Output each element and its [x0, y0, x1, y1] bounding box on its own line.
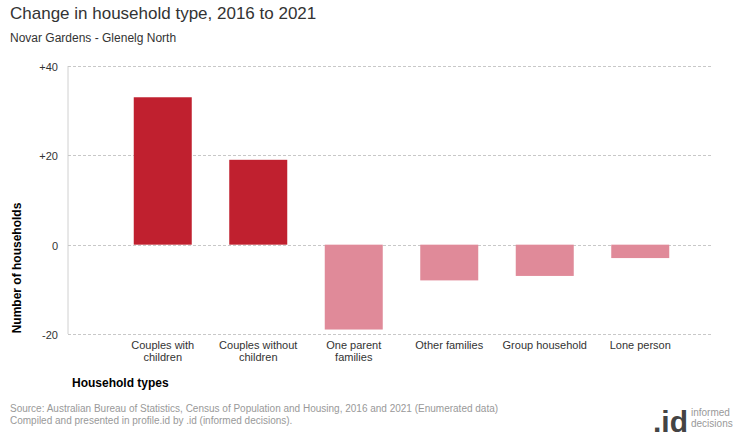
x-tick-label-line: Couples without — [219, 339, 297, 351]
x-axis-title: Household types — [72, 376, 169, 390]
bar — [134, 97, 192, 244]
chart: Change in household type, 2016 to 2021 No… — [0, 0, 740, 440]
x-tick-label: One parentfamilies — [326, 339, 381, 363]
source: Compiled and presented in profile.id by … — [10, 415, 292, 426]
x-tick-label-line: children — [143, 351, 182, 363]
logo-text: informeddecisions — [691, 407, 733, 429]
x-tick-label-line: Couples with — [131, 339, 194, 351]
bar — [420, 245, 478, 281]
x-tick-label: Group household — [503, 339, 587, 351]
y-tick-label: -20 — [42, 329, 58, 341]
logo-text-line: informed — [691, 407, 730, 418]
x-tick-label-line: One parent — [326, 339, 381, 351]
x-tick-label-line: Group household — [503, 339, 587, 351]
y-tick-label: +20 — [39, 150, 58, 162]
x-tick-label-line: Other families — [415, 339, 483, 351]
y-tick-label: 0 — [52, 240, 58, 252]
y-axis-line — [68, 66, 69, 334]
y-axis-title: Number of households — [10, 202, 24, 333]
x-tick-label: Couples withoutchildren — [219, 339, 297, 363]
logo-text-line: decisions — [691, 418, 733, 429]
x-tick-label: Couples withchildren — [131, 339, 194, 363]
bars — [134, 97, 670, 329]
bar — [325, 245, 383, 330]
x-tick-label-line: Lone person — [610, 339, 671, 351]
bar — [516, 245, 574, 276]
grid-line — [68, 334, 712, 335]
title: Change in household type, 2016 to 2021 — [10, 4, 316, 23]
x-tick-label-line: children — [239, 351, 278, 363]
x-tick-label: Lone person — [610, 339, 671, 351]
bar — [229, 160, 287, 245]
y-tick-label: +40 — [39, 61, 58, 73]
logo-mark: .id — [653, 405, 688, 438]
subtitle: Novar Gardens - Glenelg North — [10, 31, 176, 45]
x-tick-label: Other families — [415, 339, 483, 351]
source: Source: Australian Bureau of Statistics,… — [10, 403, 498, 414]
grid-line — [68, 66, 712, 67]
x-tick-label-line: families — [335, 351, 373, 363]
bar — [611, 245, 669, 258]
